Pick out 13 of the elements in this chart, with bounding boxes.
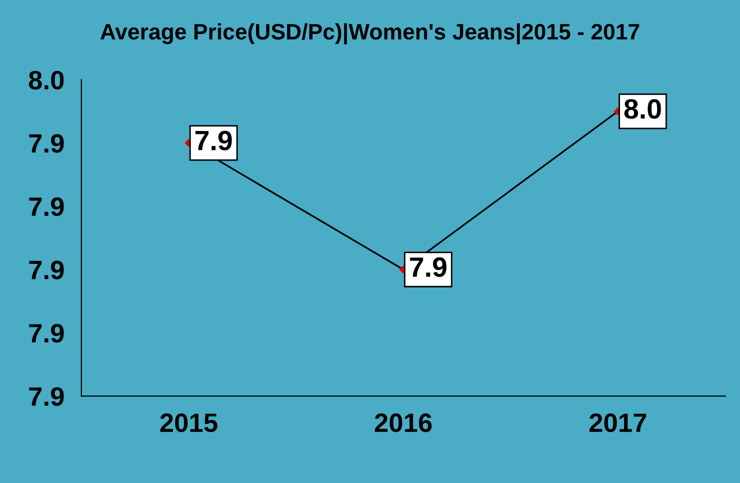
y-tick-label: 8.0	[28, 70, 64, 90]
data-label: 7.9	[195, 130, 232, 150]
data-label: 8.0	[624, 99, 661, 119]
y-tick-label: 7.9	[29, 197, 64, 216]
x-tick-label: 2016	[374, 413, 432, 432]
chart-title: Average Price(USD/Pc)|Women's Jeans|2015 - 2017	[100, 23, 640, 44]
y-tick-label: 7.9	[29, 134, 64, 153]
data-label: 7.9	[410, 257, 446, 277]
x-tick-label: 2015	[160, 413, 218, 432]
y-tick-label: 7.9	[29, 260, 64, 280]
x-tick-label: 2017	[589, 413, 646, 432]
y-tick-label: 7.9	[29, 387, 64, 406]
y-tick-label: 7.9	[29, 324, 64, 343]
